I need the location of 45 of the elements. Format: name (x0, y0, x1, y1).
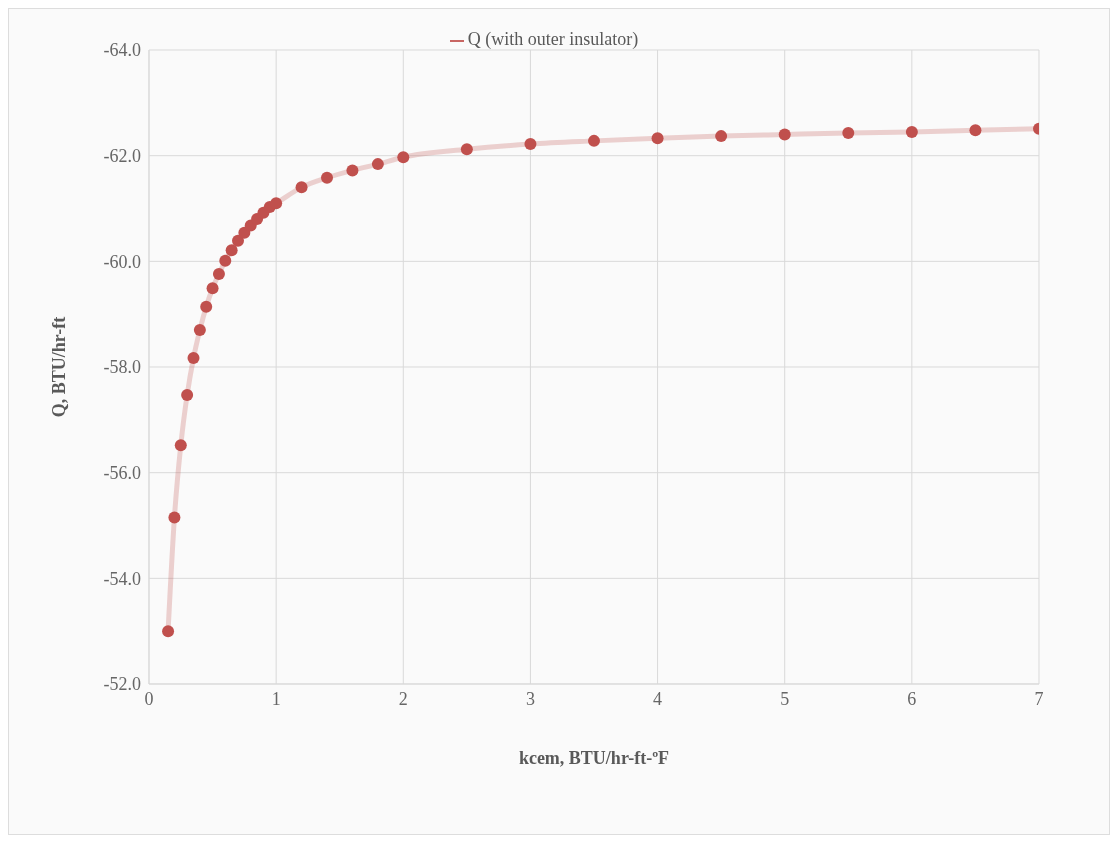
point (270, 197, 283, 210)
point (905, 125, 918, 138)
point (842, 126, 855, 139)
y-tick-label: -62.0 (103, 146, 141, 167)
point (212, 268, 225, 281)
point (651, 132, 664, 145)
point (162, 625, 175, 638)
point (778, 128, 791, 141)
point (346, 164, 359, 177)
point (225, 244, 238, 257)
point (397, 151, 410, 164)
y-tick-label: -54.0 (103, 568, 141, 589)
point (460, 143, 473, 156)
y-tick-label: -52.0 (103, 674, 141, 695)
point (200, 300, 213, 313)
x-tick-label: 4 (653, 688, 663, 709)
x-tick-label: 3 (525, 688, 535, 709)
y-tick-label: -64.0 (103, 40, 141, 61)
x-tick-label: 5 (780, 688, 790, 709)
point (715, 130, 728, 143)
point (168, 511, 181, 524)
point (371, 158, 384, 171)
point (588, 134, 600, 147)
point (232, 234, 244, 247)
y-tick-label: -56.0 (103, 463, 141, 484)
y-tick-label: -60.0 (103, 251, 141, 272)
x-axis-title: kcem, BTU/hr-ft-ºF (518, 748, 670, 768)
y-axis-title: Q, BTU/hr-ft (49, 316, 70, 418)
point (206, 282, 219, 295)
point (219, 254, 232, 267)
point (193, 324, 206, 337)
legend-label: Q (with outer insulator) (467, 29, 639, 49)
x-tick-label: 1 (271, 688, 281, 709)
x-tick-label: 2 (398, 688, 408, 709)
point (181, 389, 194, 401)
point (295, 181, 308, 194)
x-tick-label: 0 (144, 688, 154, 709)
x-tick-label: 7 (1034, 688, 1044, 709)
point (969, 124, 982, 137)
x-tick-label: 6 (907, 688, 917, 709)
point (187, 352, 200, 365)
y-tick-label: -58.0 (103, 357, 141, 378)
point (321, 171, 333, 184)
point (174, 439, 187, 452)
point (524, 138, 537, 151)
